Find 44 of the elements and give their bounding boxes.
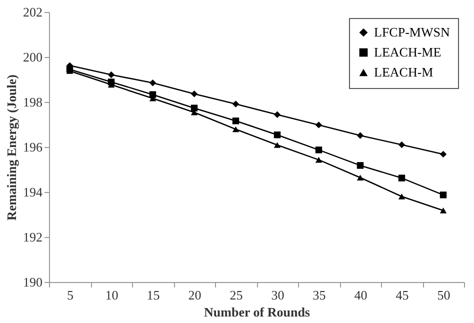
x-tick-label: 30 [271,288,284,302]
x-tick-label: 35 [312,288,326,302]
point [274,142,281,148]
point [398,174,406,182]
point [356,132,364,139]
x-tick-label: 50 [437,288,450,302]
point [398,194,406,200]
y-tick-label: 196 [23,140,43,154]
y-tick-label: 202 [23,4,42,20]
point [149,80,156,86]
y-tick-label: 198 [23,94,42,110]
point [398,141,406,148]
point [274,111,281,118]
x-tick-label: 45 [396,288,409,302]
legend-label: LEACH-ME [374,44,442,60]
point [315,146,322,154]
y-tick-label: 200 [23,50,42,64]
point [232,118,240,124]
y-tick-label: 194 [23,184,43,200]
legend-label: LEACH-M [374,64,434,80]
point [315,122,322,128]
x-tick-label: 25 [230,288,243,302]
point [356,162,364,169]
point [190,90,198,98]
point [274,131,281,138]
legend-label: LFCP-MWSN [374,24,450,40]
point [315,156,322,163]
y-tick-label: 192 [23,230,42,244]
x-axis-title: Number of Rounds [204,304,310,320]
point [440,192,447,198]
y-axis-title: Remaining Energy (Joule) [4,74,19,220]
point [108,71,115,78]
point [190,104,198,112]
point [232,100,240,108]
x-tick-label: 10 [105,288,118,302]
x-tick-label: 15 [146,288,160,302]
point [356,174,364,181]
point [440,208,447,214]
y-tick-label: 190 [23,274,42,290]
x-tick-label: 20 [188,288,202,302]
x-tick-label: 40 [354,288,368,302]
point [440,150,447,158]
point [232,126,240,132]
x-tick-label: 5 [67,288,74,302]
